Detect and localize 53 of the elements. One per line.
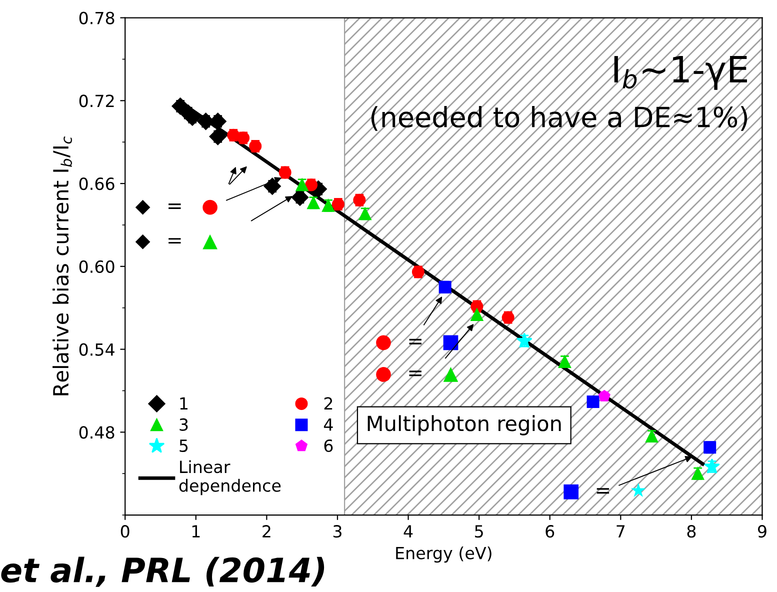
legend-label: 2: [324, 397, 332, 410]
point: [646, 430, 658, 443]
y-tick-label: 0.78: [79, 12, 114, 24]
x-tick-label: 6: [546, 525, 554, 538]
x-tick-label: 2: [262, 525, 270, 538]
y-axis-title: Relative bias current I$_{b}$/I$_{c}$: [52, 136, 72, 396]
y-tick-label: 0.66: [79, 177, 114, 190]
legend-label: Linear dependence: [179, 460, 281, 496]
x-tick-label: 7: [616, 525, 625, 538]
annotation: ◆: [135, 200, 150, 215]
point: [586, 396, 600, 408]
annotation: =: [168, 204, 181, 210]
text: et al., PRL (2014): [1, 556, 324, 587]
annotation: ●: [202, 200, 218, 215]
x-tick-label: 0: [120, 525, 130, 538]
annotation: ▲: [202, 234, 218, 250]
point: [516, 332, 532, 348]
point: [184, 108, 201, 126]
x-tick-label: 8: [687, 525, 696, 538]
annotation: =: [409, 338, 422, 344]
band-label: Multiphoton region: [368, 415, 561, 436]
annotation: (needed to have a DE≈1%): [371, 106, 748, 131]
point: [209, 128, 226, 146]
x-tick-label: 4: [404, 525, 413, 538]
x-tick-label: 9: [758, 525, 766, 538]
annotation: =: [168, 238, 181, 244]
annotation: =: [596, 488, 610, 494]
legend-label: 3: [180, 418, 188, 431]
x-tick-label: 5: [475, 525, 483, 538]
x-axis-title: Energy (eV): [396, 546, 492, 563]
x-tick-label: 1: [192, 525, 200, 538]
point: [264, 178, 281, 195]
point: [558, 355, 571, 368]
annotation: I$_{b}$~1-γE: [614, 56, 747, 90]
legend-label: 4: [324, 418, 333, 431]
annotation: ■: [443, 335, 458, 350]
annotation: ★: [630, 482, 646, 498]
annotation: ▲: [443, 367, 458, 382]
annotation: ■: [564, 484, 579, 500]
annotation: ●: [376, 367, 391, 382]
y-tick-label: 0.72: [79, 94, 114, 108]
x-tick-label: 3: [333, 525, 342, 538]
point: [470, 308, 484, 321]
legend-label: 1: [180, 397, 188, 410]
legend-label: 6: [324, 439, 333, 452]
point: [704, 458, 720, 474]
annotation: =: [409, 370, 422, 376]
y-tick-label: 0.60: [79, 260, 114, 273]
annotation: ●: [376, 335, 391, 350]
annotation: ◆: [135, 234, 150, 250]
y-tick-label: 0.48: [79, 426, 114, 439]
y-tick-label: 0.54: [79, 343, 114, 356]
legend-label: 5: [180, 440, 188, 452]
